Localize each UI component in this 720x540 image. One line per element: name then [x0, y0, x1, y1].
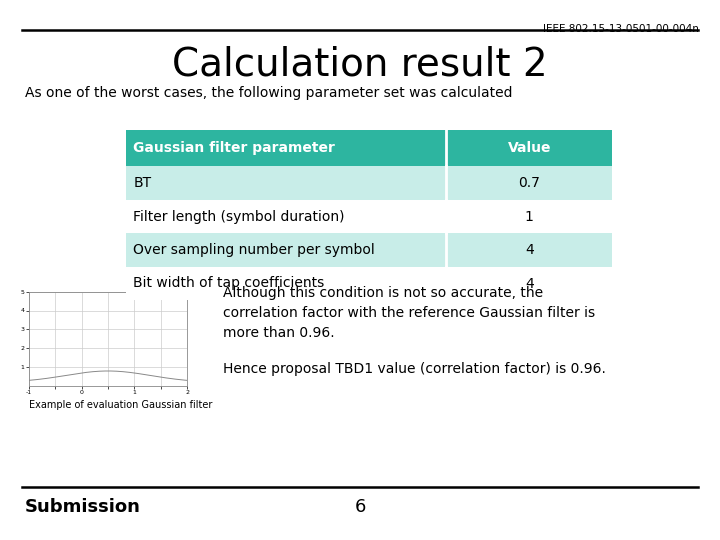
Text: Hence proposal TBD1 value (correlation factor) is 0.96.: Hence proposal TBD1 value (correlation f… [223, 362, 606, 376]
Text: Calculation result 2: Calculation result 2 [172, 46, 548, 84]
Text: BT: BT [133, 176, 151, 190]
Text: 1: 1 [525, 210, 534, 224]
Text: 0.7: 0.7 [518, 176, 540, 190]
Text: Over sampling number per symbol: Over sampling number per symbol [133, 243, 375, 257]
Text: 4: 4 [525, 276, 534, 291]
Text: 6: 6 [354, 498, 366, 516]
Text: Bit width of tap coefficients: Bit width of tap coefficients [133, 276, 325, 291]
Text: Value: Value [508, 141, 551, 155]
Text: 4: 4 [525, 243, 534, 257]
Text: Although this condition is not so accurate, the
correlation factor with the refe: Although this condition is not so accura… [223, 286, 595, 340]
Text: Example of evaluation Gaussian filter: Example of evaluation Gaussian filter [29, 400, 212, 410]
Text: As one of the worst cases, the following parameter set was calculated: As one of the worst cases, the following… [25, 86, 513, 100]
Text: Submission: Submission [25, 498, 141, 516]
Text: Gaussian filter parameter: Gaussian filter parameter [133, 141, 335, 155]
Text: IEEE 802.15-13-0501-00-004n: IEEE 802.15-13-0501-00-004n [543, 24, 698, 35]
Text: Filter length (symbol duration): Filter length (symbol duration) [133, 210, 345, 224]
